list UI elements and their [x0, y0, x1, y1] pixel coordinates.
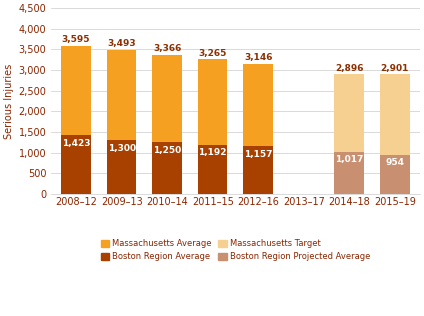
Bar — [61, 135, 91, 194]
Text: 1,423: 1,423 — [62, 139, 90, 148]
Text: 1,192: 1,192 — [198, 148, 227, 157]
Text: 1,017: 1,017 — [335, 155, 363, 164]
Bar — [243, 64, 273, 146]
Bar — [107, 50, 137, 140]
Bar — [335, 75, 364, 152]
Bar — [335, 152, 364, 194]
Bar — [380, 155, 410, 194]
Bar — [198, 59, 228, 145]
Bar — [152, 55, 182, 143]
Y-axis label: Serious Injuries: Serious Injuries — [4, 64, 14, 139]
Text: 3,493: 3,493 — [107, 39, 136, 48]
Text: 2,901: 2,901 — [381, 64, 409, 73]
Bar — [380, 74, 410, 155]
Text: 2,896: 2,896 — [335, 64, 363, 73]
Text: 3,146: 3,146 — [244, 53, 273, 63]
Bar — [243, 146, 273, 194]
Bar — [61, 46, 91, 135]
Bar — [198, 145, 228, 194]
Text: 1,300: 1,300 — [108, 144, 136, 153]
Text: 3,366: 3,366 — [153, 44, 181, 53]
Legend: Massachusetts Average, Boston Region Average, Massachusetts Target, Boston Regio: Massachusetts Average, Boston Region Ave… — [100, 239, 371, 261]
Text: 1,250: 1,250 — [153, 146, 181, 155]
Text: 954: 954 — [385, 158, 404, 167]
Text: 1,157: 1,157 — [244, 149, 273, 159]
Bar — [107, 140, 137, 194]
Text: 3,265: 3,265 — [198, 49, 227, 58]
Bar — [152, 143, 182, 194]
Text: 3,595: 3,595 — [62, 35, 90, 44]
